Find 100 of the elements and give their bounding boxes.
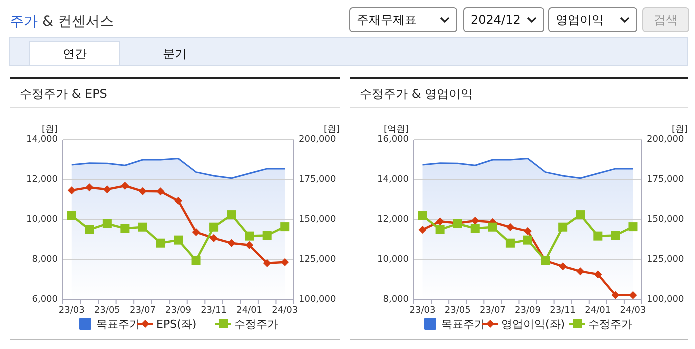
point	[281, 258, 290, 266]
point	[262, 231, 272, 240]
y-tick-label: 8,000	[32, 255, 58, 265]
y2-axis-title: [원]	[324, 125, 340, 135]
point	[263, 259, 272, 268]
point	[576, 268, 585, 276]
y-tick-label: 12,000	[378, 215, 410, 225]
y-tick-label: 10,000	[378, 255, 410, 265]
point	[102, 220, 112, 228]
point	[192, 228, 200, 236]
legend-label: 수정주가	[588, 318, 632, 331]
y-tick-label: 16,000	[378, 135, 410, 145]
chart-title: 수정주가 & EPS	[20, 87, 108, 101]
point	[174, 236, 183, 245]
y2-tick-label: 125,000	[299, 255, 336, 265]
point	[280, 222, 290, 232]
point	[558, 222, 568, 232]
point	[471, 217, 480, 225]
y-tick-label: 14,000	[26, 135, 58, 145]
point	[85, 225, 94, 234]
y2-tick-label: 100,000	[299, 295, 336, 305]
y2-tick-label: 175,000	[299, 175, 336, 185]
x-tick-label: 24/03	[620, 306, 646, 316]
point	[524, 236, 532, 245]
y-axis-title: [원]	[42, 125, 58, 135]
point	[629, 291, 638, 300]
point	[121, 182, 130, 190]
y2-axis-title: [원]	[672, 125, 688, 135]
text: 주재무제표	[357, 13, 417, 27]
legend-label: EPS(좌)	[156, 318, 197, 331]
point	[228, 239, 236, 248]
y-tick-label: 12,000	[26, 175, 58, 185]
y2-tick-label: 100,000	[647, 295, 684, 305]
point	[576, 210, 586, 220]
point	[436, 225, 445, 234]
y-tick-label: 10,000	[26, 215, 58, 225]
point	[67, 211, 76, 220]
x-tick-label: 23/07	[480, 306, 506, 316]
point	[68, 186, 76, 195]
point	[138, 187, 147, 196]
point	[418, 211, 428, 220]
point	[594, 270, 602, 279]
x-tick-label: 23/11	[201, 306, 228, 316]
point	[470, 224, 480, 234]
y-tick-label: 14,000	[378, 175, 410, 185]
y2-tick-label: 150,000	[647, 215, 684, 225]
point	[506, 223, 514, 232]
legend-label: 목표주가	[96, 318, 140, 331]
point	[156, 188, 165, 196]
text: 분기	[163, 47, 187, 61]
y-tick-label: 8,000	[383, 295, 410, 305]
x-tick-label: 23/03	[410, 306, 436, 316]
x-tick-label: 24/01	[585, 306, 612, 316]
point	[120, 224, 130, 234]
x-tick-label: 23/11	[550, 306, 576, 316]
point	[436, 218, 444, 226]
point	[210, 234, 218, 242]
legend-label: 목표주가	[442, 318, 486, 331]
point	[174, 197, 182, 205]
point	[418, 226, 427, 234]
text: 영업이익	[556, 13, 604, 27]
x-tick-label: 23/07	[130, 306, 156, 316]
text: 2024/12	[471, 13, 521, 27]
y2-tick-label: 200,000	[299, 135, 336, 145]
legend-label: 수정주가	[234, 318, 278, 331]
point	[138, 222, 148, 232]
point	[210, 222, 219, 232]
y-axis-title: [억원]	[384, 125, 409, 135]
point	[594, 232, 603, 241]
point	[227, 210, 236, 220]
x-tick-label: 23/09	[515, 306, 542, 316]
point	[245, 232, 254, 241]
point	[192, 256, 201, 266]
point	[524, 227, 532, 236]
point	[506, 238, 515, 248]
y-tick-label: 6,000	[32, 295, 58, 305]
x-tick-label: 24/03	[272, 306, 298, 316]
x-tick-label: 23/03	[58, 306, 85, 316]
x-tick-label: 23/09	[166, 306, 192, 316]
chart-title: 수정주가 & 영업이익	[360, 87, 473, 101]
text: 연간	[63, 47, 87, 61]
x-tick-label: 24/01	[236, 306, 263, 316]
y2-tick-label: 150,000	[299, 215, 336, 225]
point	[488, 222, 498, 232]
point	[611, 231, 620, 240]
y2-tick-label: 175,000	[647, 175, 684, 185]
x-tick-label: 23/05	[444, 306, 471, 316]
text: 검색	[654, 13, 678, 27]
y2-tick-label: 125,000	[647, 255, 684, 265]
point	[559, 262, 568, 271]
y2-tick-label: 200,000	[647, 135, 684, 145]
point	[103, 186, 112, 194]
point	[612, 291, 620, 300]
point	[86, 184, 94, 192]
text: 주가 & 컨센서스	[10, 14, 114, 30]
point	[628, 222, 638, 232]
x-tick-label: 23/05	[94, 306, 120, 316]
point	[246, 241, 254, 250]
legend-label: 영업이익(좌)	[502, 318, 566, 331]
point	[156, 238, 166, 248]
